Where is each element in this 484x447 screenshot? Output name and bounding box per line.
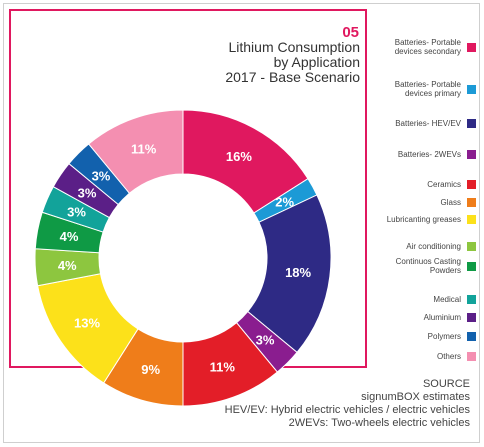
legend-item-9: Medical [376,295,476,304]
slice-label-11: 3% [92,168,111,183]
legend-swatch [467,352,476,361]
slice-label-2: 18% [285,265,311,280]
legend-swatch [467,198,476,207]
abbrev-2wev: 2WEVs: Two-wheels electric vehicles [288,417,470,429]
legend-swatch [467,295,476,304]
slice-label-1: 2% [275,195,294,210]
donut-slice-12 [87,109,184,194]
legend-swatch [467,332,476,341]
legend-item-4: Ceramics [376,180,476,189]
legend-item-2: Batteries- HEV/EV [376,119,476,128]
legend-swatch [467,42,476,52]
legend-item-8: Continuos Casting Powders [376,257,476,275]
legend-swatch [467,150,476,159]
legend-label: Batteries- 2WEVs [397,150,461,159]
legend-item-5: Glass [376,198,476,207]
legend-item-10: Aluminium [376,313,476,322]
slice-label-6: 13% [74,316,100,331]
legend-item-6: Lubricanting greases [376,215,476,224]
title-line-2: by Application [273,54,360,70]
legend-item-1: Batteries- Portable devices primary [376,80,476,98]
chart-title: Lithium Consumption by Application 2017 … [225,40,360,85]
legend-swatch [467,84,476,94]
slice-label-10: 3% [78,185,97,200]
source-heading: SOURCE [422,378,470,390]
legend-swatch [467,215,476,224]
legend-label: Batteries- HEV/EV [395,119,461,128]
slice-label-0: 16% [226,149,252,164]
legend-item-11: Polymers [376,332,476,341]
figure-frame [3,3,480,443]
slice-label-12: 11% [131,141,157,156]
figure-number: 05 [342,24,359,41]
abbrev-hev: HEV/EV: Hybrid electric vehicles / elect… [224,404,470,416]
legend-label: Others [436,352,461,361]
legend-label: Medical [433,295,461,304]
legend-label: Ceramics [427,180,461,189]
slice-label-9: 3% [67,204,86,219]
legend-label: Air conditioning [406,242,461,251]
title-line-1: Lithium Consumption [228,39,360,55]
legend-label: Continuos Casting Powders [395,257,461,275]
legend-label: Polymers [427,332,461,341]
legend-label: Glass [440,198,461,207]
legend-label: Lubricanting greases [386,215,461,224]
legend-label: Batteries- Portable devices secondary [394,38,461,56]
legend-swatch [467,242,476,251]
legend-swatch [467,180,476,189]
slice-label-5: 9% [141,362,160,377]
legend-swatch [467,261,476,271]
legend-item-3: Batteries- 2WEVs [376,150,476,159]
legend-swatch [467,313,476,322]
legend-label: Batteries- Portable devices primary [394,80,461,98]
legend-label: Aluminium [423,313,461,322]
legend-swatch [467,119,476,128]
slice-label-4: 11% [210,360,236,375]
title-line-3: 2017 - Base Scenario [225,69,360,85]
legend-item-0: Batteries- Portable devices secondary [376,38,476,56]
source-notes: SOURCE signumBOX estimates HEV/EV: Hybri… [225,378,470,430]
slice-label-7: 4% [58,258,77,273]
source-text: signumBOX estimates [361,391,470,403]
legend-item-12: Others [376,352,476,361]
slice-label-8: 4% [60,229,79,244]
slice-label-3: 3% [256,333,275,348]
legend-item-7: Air conditioning [376,242,476,251]
